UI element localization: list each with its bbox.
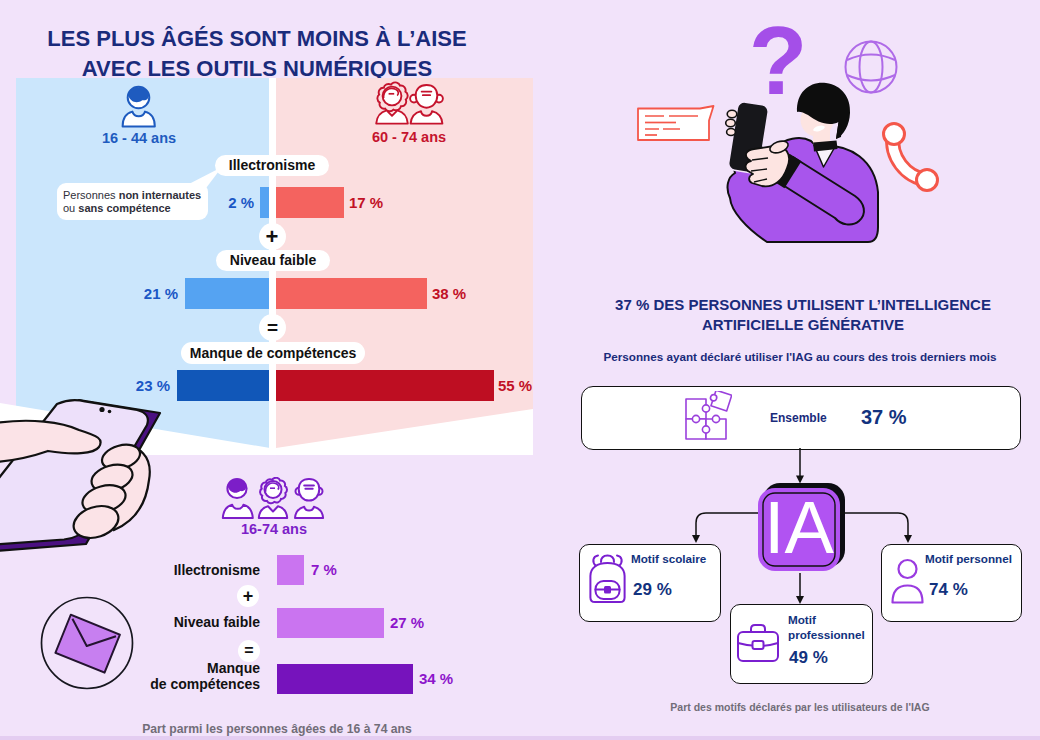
svg-text:?: ? bbox=[749, 15, 808, 114]
